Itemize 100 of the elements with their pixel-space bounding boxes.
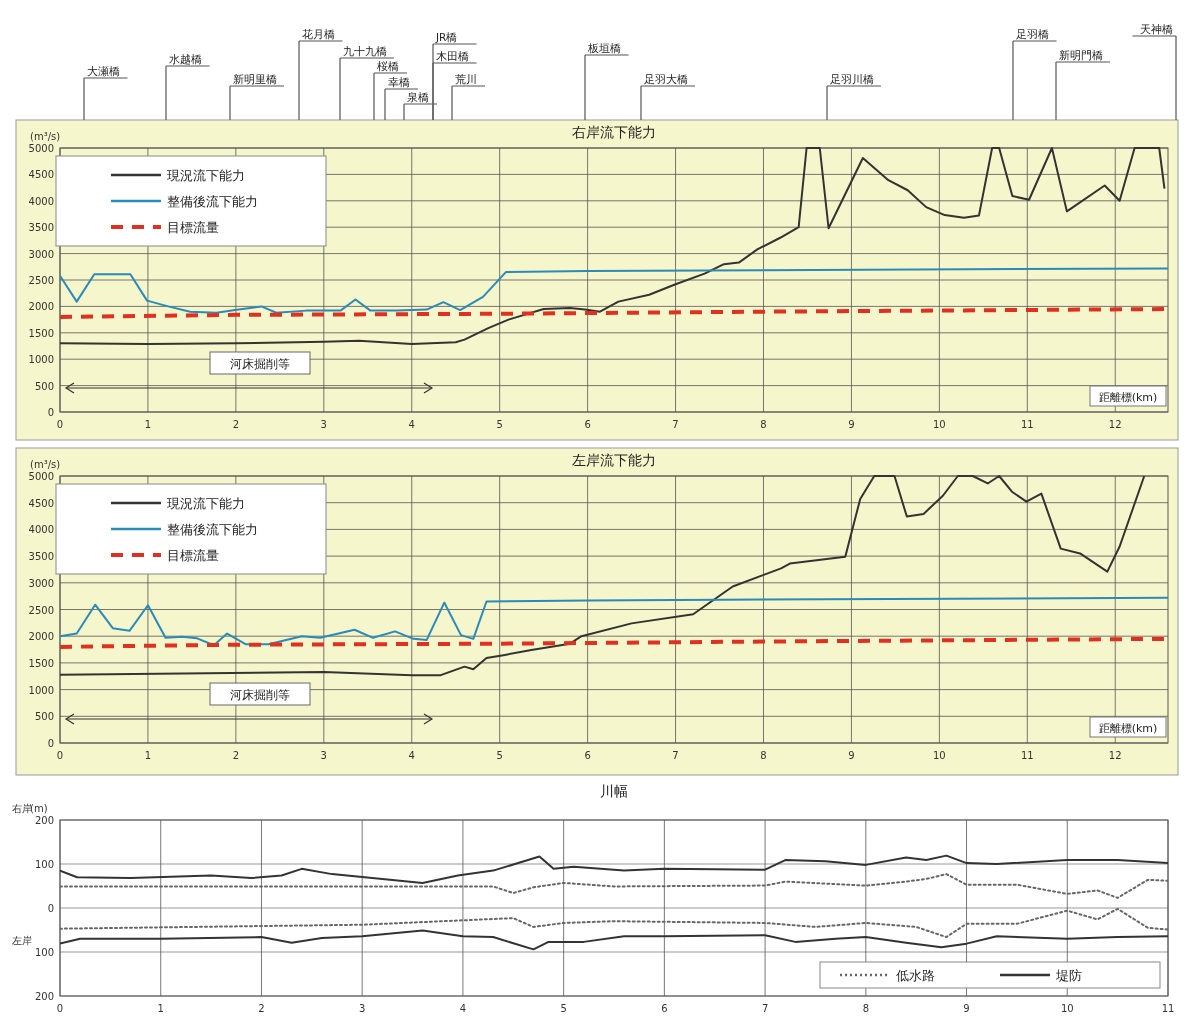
annotation: 河床掘削等 bbox=[230, 357, 290, 371]
y-axis-title: (m³/s) bbox=[30, 459, 61, 470]
x-tick-label: 7 bbox=[672, 750, 679, 761]
x-tick-label: 7 bbox=[672, 419, 679, 430]
y-tick-label: 4500 bbox=[28, 497, 54, 509]
x-tick-label: 6 bbox=[584, 419, 591, 430]
text: 足羽川橋 bbox=[830, 73, 874, 85]
y-tick-label: 100 bbox=[34, 859, 54, 870]
y-tick-label: 200 bbox=[34, 815, 54, 826]
text: 大瀬橋 bbox=[87, 65, 120, 77]
y-tick-label: 500 bbox=[34, 711, 54, 723]
text: 新明里橋 bbox=[233, 73, 277, 85]
x-tick-label: 1 bbox=[144, 419, 152, 430]
y-tick-label: 0 bbox=[47, 738, 54, 749]
text: 九十九橋 bbox=[343, 45, 387, 57]
legend-label: 整備後流下能力 bbox=[167, 522, 258, 537]
x-tick-label: 9 bbox=[848, 419, 855, 430]
y-tick-label: 4500 bbox=[28, 169, 54, 181]
x-tick-label: 0 bbox=[56, 1003, 64, 1014]
legend-label: 目標流量 bbox=[167, 548, 219, 563]
x-tick-label: 11 bbox=[1020, 750, 1034, 761]
x-tick-label: 3 bbox=[358, 1003, 366, 1014]
x-tick-label: 11 bbox=[1020, 419, 1034, 430]
x-tick-label: 1 bbox=[144, 750, 152, 761]
text: 左岸 bbox=[12, 935, 32, 946]
y-tick-label: 1000 bbox=[28, 354, 54, 366]
x-tick-label: 12 bbox=[1108, 750, 1122, 761]
x-tick-label: 5 bbox=[496, 419, 503, 430]
y-tick-label: 500 bbox=[34, 380, 54, 392]
line-series bbox=[60, 596, 1168, 647]
x-tick-label: 2 bbox=[232, 750, 240, 761]
x-tick-label: 7 bbox=[761, 1003, 769, 1014]
y-tick-label: 4000 bbox=[28, 195, 54, 207]
x-tick-label: 3 bbox=[320, 419, 327, 430]
text: 木田橋 bbox=[436, 50, 469, 62]
chart-title: 右岸流下能力 bbox=[572, 124, 656, 140]
text: JR橋 bbox=[435, 31, 458, 43]
y-tick-label: 3000 bbox=[28, 577, 54, 589]
text: 新明門橋 bbox=[1059, 49, 1103, 61]
text: 花月橋 bbox=[302, 28, 335, 40]
y-axis-title: (m) bbox=[30, 803, 48, 814]
legend-label: 現況流下能力 bbox=[167, 168, 245, 183]
x-tick-label: 9 bbox=[848, 750, 855, 761]
x-tick-label: 12 bbox=[1108, 419, 1122, 430]
text: 荒川 bbox=[455, 73, 477, 85]
x-tick-label: 4 bbox=[408, 750, 415, 761]
line-series bbox=[60, 873, 1168, 899]
y-tick-label: 1000 bbox=[28, 684, 54, 696]
y-tick-label: 2000 bbox=[28, 631, 54, 643]
x-tick-label: 8 bbox=[862, 1003, 870, 1014]
x-tick-label: 10 bbox=[933, 750, 946, 761]
text: 水越橋 bbox=[169, 53, 202, 65]
x-tick-label: 2 bbox=[258, 1003, 265, 1014]
x-axis-title: 距離標(km) bbox=[1098, 722, 1158, 735]
y-tick-label: 200 bbox=[34, 991, 54, 1002]
y-tick-label: 0 bbox=[47, 407, 54, 418]
y-tick-label: 3500 bbox=[28, 222, 54, 234]
x-tick-label: 6 bbox=[661, 1003, 668, 1014]
x-tick-label: 0 bbox=[56, 419, 64, 430]
x-tick-label: 8 bbox=[760, 419, 767, 430]
y-tick-label: 3500 bbox=[28, 551, 54, 563]
x-tick-label: 10 bbox=[933, 419, 946, 430]
chart-title: 左岸流下能力 bbox=[572, 452, 656, 468]
x-tick-label: 3 bbox=[320, 750, 327, 761]
text: 板垣橋 bbox=[587, 42, 621, 54]
legend-label: 堤防 bbox=[1055, 968, 1082, 983]
legend-label: 低水路 bbox=[896, 968, 935, 983]
line-series bbox=[60, 929, 1168, 951]
x-tick-label: 1 bbox=[157, 1003, 164, 1014]
line-series bbox=[60, 907, 1168, 939]
x-tick-label: 4 bbox=[459, 1003, 467, 1014]
text: 右岸 bbox=[12, 803, 32, 814]
x-tick-label: 6 bbox=[584, 750, 591, 761]
y-tick-label: 2500 bbox=[28, 604, 54, 616]
line-series bbox=[60, 475, 1146, 677]
x-tick-label: 2 bbox=[232, 419, 240, 430]
y-axis-title: (m³/s) bbox=[30, 131, 61, 142]
text: 足羽橋 bbox=[1016, 28, 1049, 40]
y-tick-label: 2000 bbox=[28, 301, 54, 313]
text: 幸橋 bbox=[388, 76, 410, 88]
x-tick-label: 5 bbox=[496, 750, 503, 761]
text: 天神橋 bbox=[1140, 23, 1173, 35]
x-tick-label: 8 bbox=[760, 750, 767, 761]
y-tick-label: 1500 bbox=[28, 327, 54, 339]
line-series bbox=[60, 854, 1168, 884]
y-tick-label: 1500 bbox=[28, 657, 54, 669]
text: 桜橋 bbox=[377, 60, 399, 72]
x-tick-label: 4 bbox=[408, 419, 415, 430]
legend-label: 現況流下能力 bbox=[167, 496, 245, 511]
legend-label: 目標流量 bbox=[167, 220, 219, 235]
text: 泉橋 bbox=[407, 91, 429, 103]
x-tick-label: 10 bbox=[1060, 1003, 1074, 1014]
y-tick-label: 3000 bbox=[28, 248, 54, 260]
x-tick-label: 5 bbox=[560, 1003, 567, 1014]
y-tick-label: 2500 bbox=[28, 275, 54, 286]
x-tick-label: 11 bbox=[1161, 1003, 1175, 1014]
chart-title: 川幅 bbox=[600, 783, 628, 799]
x-tick-label: 0 bbox=[56, 750, 64, 761]
legend-label: 整備後流下能力 bbox=[167, 194, 258, 209]
y-tick-label: 100 bbox=[34, 947, 54, 958]
